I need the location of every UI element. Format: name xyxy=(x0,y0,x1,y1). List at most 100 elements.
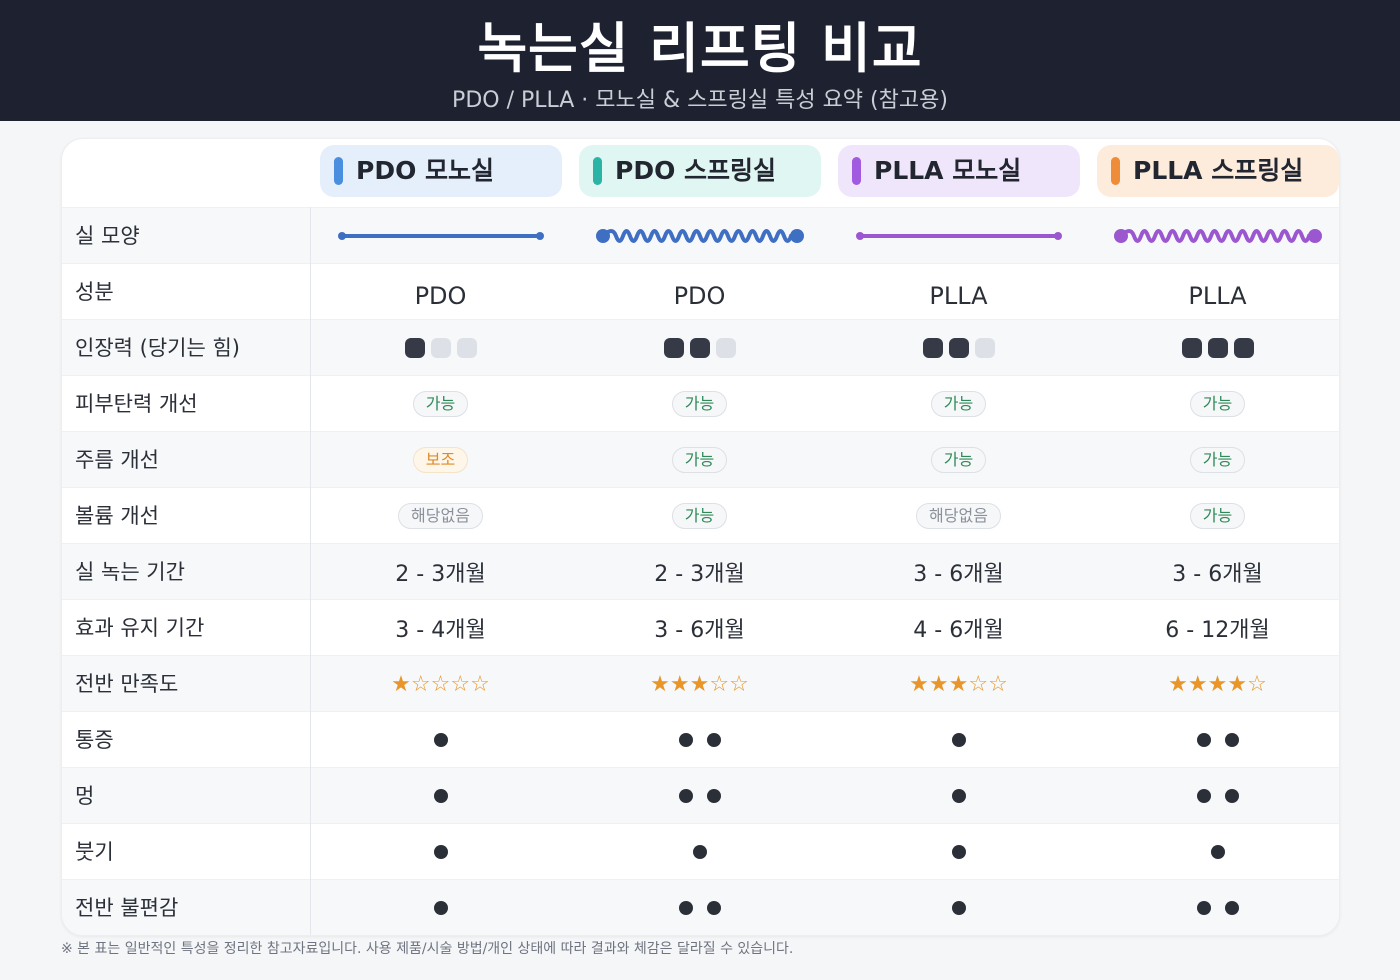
status-badge: 가능 xyxy=(671,391,728,417)
badge-cell: 해당없음 xyxy=(829,488,1088,544)
row-shape: 실 모양 xyxy=(62,207,1339,264)
tension-filled-block xyxy=(1207,338,1228,358)
tension-filled-block xyxy=(689,338,710,358)
column-header-label: PLLA 모노실 xyxy=(874,156,1022,185)
column-header-pdo-spring: PDO 스프링실 xyxy=(579,145,821,197)
tension-filled-block xyxy=(663,338,684,358)
badge-cell: 가능 xyxy=(829,432,1088,488)
level-dot xyxy=(951,845,966,859)
comparison-table: PDO 모노실 PDO 스프링실 PLLA 모노실 PLLA 스프링실 실 모양… xyxy=(61,138,1340,936)
dot-level xyxy=(1088,768,1339,824)
empty-star-icon: ☆ xyxy=(1247,671,1267,697)
row-tension: 인장력 (당기는 힘) xyxy=(62,319,1339,376)
page-subtitle: PDO / PLLA · 모노실 & 스프링실 특성 요약 (참고용) xyxy=(452,88,948,113)
row-label: 전반 만족도 xyxy=(75,672,179,696)
row-wrinkle: 주름 개선 보조 가능 가능 가능 xyxy=(62,431,1339,488)
stars-group: ★★★☆☆ xyxy=(909,672,1008,697)
dot-level xyxy=(829,712,1088,768)
dot-level xyxy=(311,712,570,768)
accent-bar xyxy=(334,157,343,185)
badge-cell: 가능 xyxy=(570,432,829,488)
level-dot xyxy=(951,789,966,803)
tension-empty-block xyxy=(715,338,736,358)
star-rating: ★★★☆☆ xyxy=(829,656,1088,712)
dot-level xyxy=(311,880,570,935)
status-badge: 가능 xyxy=(671,447,728,473)
status-badge: 가능 xyxy=(412,391,469,417)
row-label: 인장력 (당기는 힘) xyxy=(75,336,240,360)
filled-star-icon: ★ xyxy=(909,671,929,697)
row-ingredient: 성분 PDO PDO PLLA PLLA xyxy=(62,263,1339,320)
table-header-row: PDO 모노실 PDO 스프링실 PLLA 모노실 PLLA 스프링실 xyxy=(62,139,1339,207)
thread-end-cap xyxy=(1307,229,1322,243)
empty-star-icon: ☆ xyxy=(729,671,749,697)
thread-shape-icon xyxy=(337,232,544,240)
tension-level-cell xyxy=(1088,320,1339,376)
accent-bar xyxy=(1111,157,1120,185)
filled-star-icon: ★ xyxy=(689,671,710,697)
row-swelling: 붓기 xyxy=(62,823,1339,880)
period-value: 6 - 12개월 xyxy=(1165,618,1270,643)
badge-cell: 가능 xyxy=(570,376,829,432)
tension-empty-block xyxy=(456,338,477,358)
filled-star-icon: ★ xyxy=(650,671,670,697)
ingredient-cell: PDO xyxy=(570,264,829,320)
thread-shape-icon xyxy=(595,229,804,243)
badge-cell: 가능 xyxy=(1088,376,1339,432)
filled-star-icon: ★ xyxy=(1207,671,1228,697)
row-volume: 볼륨 개선 해당없음 가능 해당없음 가능 xyxy=(62,487,1339,544)
dot-level xyxy=(1088,880,1339,935)
period-cell: 3 - 4개월 xyxy=(311,600,570,656)
dot-level xyxy=(829,880,1088,935)
star-rating: ★★★☆☆ xyxy=(570,656,829,712)
period-cell: 4 - 6개월 xyxy=(829,600,1088,656)
row-label: 실 모양 xyxy=(75,224,140,248)
thread-end-cap xyxy=(1113,229,1128,243)
status-badge: 해당없음 xyxy=(398,503,483,529)
level-dot xyxy=(706,733,721,747)
level-dot xyxy=(1224,789,1239,803)
level-dot xyxy=(1224,733,1239,747)
thread-shape-cell xyxy=(570,208,829,264)
dot-level xyxy=(829,768,1088,824)
thread-end-cap xyxy=(1053,232,1062,240)
badge-cell: 가능 xyxy=(311,376,570,432)
thread-end-cap xyxy=(789,229,804,243)
row-label: 멍 xyxy=(75,784,95,808)
thread-end-cap xyxy=(337,232,346,240)
dot-level xyxy=(570,712,829,768)
period-value: 2 - 3개월 xyxy=(395,562,486,587)
filled-star-icon: ★ xyxy=(1168,671,1188,697)
empty-star-icon: ☆ xyxy=(709,671,730,697)
row-label: 피부탄력 개선 xyxy=(75,392,198,416)
thread-shape-icon xyxy=(855,232,1062,240)
level-dot xyxy=(1196,789,1211,803)
spring-thread-path xyxy=(1118,229,1317,243)
column-header-plla-mono: PLLA 모노실 xyxy=(838,145,1080,197)
row-label: 전반 불편감 xyxy=(75,896,179,920)
row-label: 성분 xyxy=(75,280,114,304)
level-dot xyxy=(951,901,966,915)
level-dot xyxy=(951,733,966,747)
status-badge: 가능 xyxy=(1189,447,1246,473)
stars-group: ★★★★☆ xyxy=(1168,672,1267,697)
thread-end-cap xyxy=(855,232,864,240)
stars-group: ★☆☆☆☆ xyxy=(391,672,490,697)
column-header-pdo-mono: PDO 모노실 xyxy=(320,145,562,197)
level-dot xyxy=(433,789,448,803)
page-title: 녹는실 리프팅 비교 xyxy=(477,17,923,80)
dot-level xyxy=(829,824,1088,880)
page-header: 녹는실 리프팅 비교 PDO / PLLA · 모노실 & 스프링실 특성 요약… xyxy=(0,0,1400,121)
tension-filled-block xyxy=(1233,338,1254,358)
row-label: 볼륨 개선 xyxy=(75,504,159,528)
tension-level-cell xyxy=(829,320,1088,376)
level-dot xyxy=(678,901,693,915)
star-rating: ★★★★☆ xyxy=(1088,656,1339,712)
status-badge: 가능 xyxy=(1189,391,1246,417)
row-bruise: 멍 xyxy=(62,767,1339,824)
thread-shape-cell xyxy=(311,208,570,264)
row-satisfaction: 전반 만족도 ★☆☆☆☆ ★★★☆☆ ★★★☆☆ ★★★★☆ xyxy=(62,655,1339,712)
thread-end-cap xyxy=(595,229,610,243)
empty-star-icon: ☆ xyxy=(470,671,490,697)
row-label: 효과 유지 기간 xyxy=(75,616,205,640)
